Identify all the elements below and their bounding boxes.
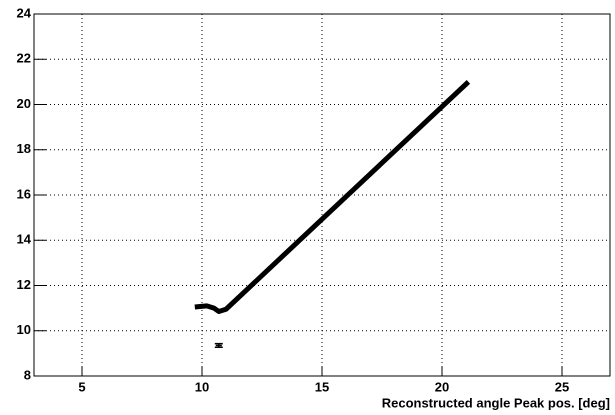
y-tick-label: 20 — [17, 96, 31, 111]
plot-frame — [33, 13, 611, 377]
y-tick-label: 18 — [17, 141, 31, 156]
y-tick-label: 8 — [24, 367, 31, 382]
y-tick-label: 24 — [17, 5, 32, 20]
y-tick-label: 22 — [17, 51, 31, 66]
x-tick-label: 15 — [315, 379, 329, 394]
x-tick-label: 10 — [195, 379, 209, 394]
x-tick-label: 20 — [435, 379, 449, 394]
x-axis-label: Reconstructed angle Peak pos. [deg] — [382, 395, 610, 410]
y-tick-label: 12 — [17, 277, 31, 292]
y-tick-label: 14 — [17, 232, 32, 247]
y-tick-label: 10 — [17, 322, 31, 337]
data-line — [194, 80, 471, 315]
x-tick-label: 5 — [78, 379, 85, 394]
error-point — [214, 342, 223, 349]
y-tick-label: 16 — [17, 186, 31, 201]
x-tick-label: 25 — [555, 379, 569, 394]
